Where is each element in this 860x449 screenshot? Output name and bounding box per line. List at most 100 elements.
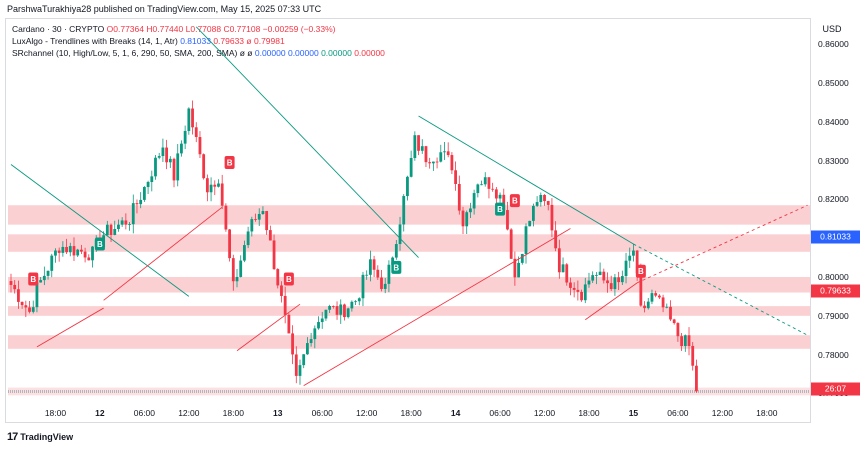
candle-body <box>131 203 135 225</box>
candle-body <box>76 249 80 256</box>
time-tick: 18:00 <box>756 408 778 418</box>
candle-body <box>79 249 83 252</box>
candle-body <box>672 319 676 324</box>
legend-srchannel-row[interactable]: SRchannel (10, High/Low, 5, 1, 6, 290, 5… <box>12 48 385 58</box>
candle-body <box>183 130 187 144</box>
trendline <box>418 115 634 245</box>
candle-body <box>291 333 294 355</box>
candle-body <box>328 306 332 310</box>
candle-body <box>628 255 632 261</box>
candle-body <box>502 194 506 211</box>
tradingview-footer[interactable]: 17 TradingView <box>7 431 73 443</box>
currency-label[interactable]: USD <box>822 24 842 34</box>
candle-body <box>346 308 350 318</box>
candle-body <box>61 246 65 253</box>
time-tick: 15 <box>628 408 639 418</box>
candle-body <box>632 250 635 256</box>
candle-body <box>28 307 31 312</box>
candle-body <box>109 224 113 235</box>
time-axis[interactable]: 18:00 12 06:00 12:00 18:00 13 06:00 12:00 18:00 1… <box>5 408 811 422</box>
candle-body <box>650 293 654 302</box>
sr-zone <box>8 234 810 252</box>
legend-srchannel-name[interactable]: SRchannel (10, High/Low, 5, 1, 6, 290, 5… <box>12 48 253 58</box>
candle-body <box>598 271 602 276</box>
candle-body <box>135 203 139 205</box>
candle-body <box>306 343 309 355</box>
candle-body <box>91 246 94 261</box>
legend-symbol[interactable]: Cardano · 30 · CRYPTO <box>12 24 105 34</box>
time-tick: 12 <box>95 408 105 418</box>
price-label: 0.79633 <box>811 284 860 298</box>
candle-body <box>491 188 495 190</box>
candle-body <box>113 229 117 235</box>
candle-body <box>231 258 235 282</box>
sr-zone <box>8 335 810 349</box>
candle-body <box>139 199 143 205</box>
time-tick: 06:00 <box>133 408 156 418</box>
legend-low: L0.77088 <box>185 24 222 34</box>
trendline <box>236 303 301 352</box>
candle-body <box>394 244 398 258</box>
legend-luxalgo-row[interactable]: LuxAlgo - Trendlines with Breaks (14, 1,… <box>12 36 285 46</box>
candle-body <box>620 276 624 283</box>
candle-body <box>583 284 587 301</box>
trendline <box>585 282 638 321</box>
candle-body <box>313 328 317 340</box>
candle-body <box>257 213 261 220</box>
candle-body <box>272 240 276 270</box>
candle-body <box>398 224 402 245</box>
candle-body <box>609 283 613 290</box>
candle-body <box>372 259 376 270</box>
legend-srchannel-v1: 0.00000 <box>254 48 286 58</box>
time-tick: 13 <box>273 408 283 418</box>
candle-body <box>543 194 546 202</box>
candle-body <box>335 306 339 315</box>
candle-body <box>317 322 320 329</box>
candle-body <box>483 177 487 185</box>
candle-body <box>209 184 213 193</box>
candle-body <box>539 194 543 203</box>
break-marker <box>28 272 39 286</box>
candle-body <box>513 258 517 278</box>
break-marker <box>283 272 294 286</box>
candle-body <box>20 301 24 306</box>
candle-body <box>368 259 372 275</box>
trendline-extension <box>636 204 808 284</box>
candle-body <box>220 183 224 206</box>
candle-body <box>39 280 43 283</box>
candle-body <box>72 246 76 256</box>
candle-body <box>228 229 231 259</box>
candle-body <box>161 147 165 157</box>
legend-symbol-row[interactable]: Cardano · 30 · CRYPTO O0.77364 H0.77440 … <box>12 24 335 34</box>
candle-body <box>42 275 46 281</box>
candle-body <box>657 295 661 298</box>
legend-luxalgo-name[interactable]: LuxAlgo - Trendlines with Breaks (14, 1,… <box>12 36 178 46</box>
legend-close: C0.77108 <box>223 24 261 34</box>
price-axis[interactable]: 0.86000 0.85000 0.84000 0.83000 0.82000 0.800… <box>811 18 860 423</box>
candle-body <box>594 275 598 276</box>
candle-body <box>324 309 328 319</box>
candle-body <box>302 354 306 366</box>
candle-body <box>387 264 391 284</box>
price-tick: 0.84000 <box>818 116 849 127</box>
candle-body <box>402 196 406 225</box>
candle-body <box>587 280 591 285</box>
chart-frame <box>5 18 811 423</box>
candle-body <box>146 182 150 188</box>
candle-body <box>509 229 513 259</box>
candle-body <box>606 280 609 284</box>
candle-body <box>546 201 550 205</box>
candle-body <box>617 277 621 283</box>
candle-body <box>194 127 198 138</box>
candle-body <box>654 293 658 296</box>
candle-body <box>695 365 698 392</box>
candle-body <box>613 277 617 290</box>
candle-body <box>205 178 209 193</box>
tradingview-logo-icon: 17 <box>7 431 18 443</box>
break-marker-label: B <box>638 267 644 276</box>
candle-body <box>46 270 50 276</box>
trendline <box>36 307 104 348</box>
candle-body <box>261 211 265 214</box>
candle-body <box>561 264 565 273</box>
